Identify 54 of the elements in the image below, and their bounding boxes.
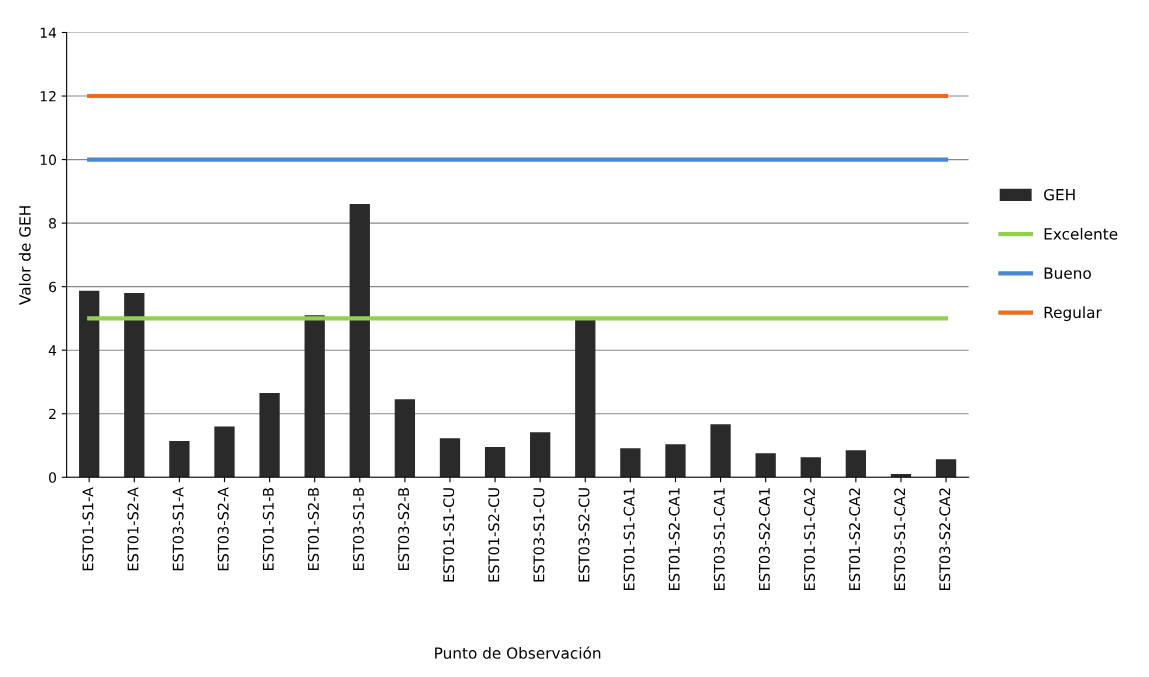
x-tick-label: EST03-S2-CA2: [939, 488, 951, 591]
x-tick-label: EST03-S1-B: [352, 488, 365, 571]
bar: [214, 426, 235, 478]
bar: [169, 441, 190, 478]
y-tick-label: 14: [40, 27, 57, 38]
bar: [259, 393, 280, 478]
y-tick-label: 12: [40, 91, 56, 102]
x-tick-label: EST01-S1-CA2: [803, 488, 815, 591]
legend-label: Excelente: [1044, 227, 1118, 240]
x-tick-label: EST01-S1-CA1: [623, 488, 635, 591]
y-tick-label: 4: [48, 345, 57, 356]
bar: [124, 293, 145, 478]
y-tick-label: 8: [49, 218, 56, 229]
bar: [800, 457, 821, 478]
bar: [575, 320, 596, 478]
bar: [755, 453, 776, 478]
x-tick-label: EST03-S2-A: [217, 487, 229, 571]
x-tick-label: EST01-S2-CA1: [668, 488, 680, 591]
bar: [890, 474, 912, 478]
bar: [665, 444, 686, 478]
x-tick-label: EST01-S2-CU: [488, 488, 500, 582]
x-tick-label: EST03-S2-B: [398, 488, 410, 571]
bar: [620, 448, 641, 478]
legend-label: Regular: [1044, 306, 1102, 322]
x-axis-title: Punto de Observación: [435, 646, 601, 659]
x-tick-label: EST03-S2-CU: [578, 488, 590, 582]
y-tick-label: 2: [49, 408, 56, 420]
bar: [394, 399, 416, 478]
x-tick-label: EST01-S1-A: [82, 487, 94, 571]
legend-label: Bueno: [1044, 267, 1091, 279]
x-tick-label: EST01-S1-CU: [443, 488, 455, 582]
x-tick-label: EST01-S2-B: [307, 488, 319, 571]
bar: [79, 290, 100, 478]
bar: [530, 432, 551, 478]
x-tick-label: EST03-S1-CA1: [713, 488, 725, 591]
y-axis-title: Valor de GEH: [18, 206, 31, 305]
x-tick-label: EST03-S1-CA2: [894, 488, 906, 591]
legend-label: GEH: [1044, 188, 1075, 201]
x-tick-label: EST01-S2-A: [127, 487, 139, 571]
x-tick-label: EST03-S1-CU: [533, 488, 545, 582]
bar: [349, 204, 370, 478]
x-tick-label: EST01-S1-B: [262, 488, 274, 571]
y-tick-label: 0: [49, 472, 56, 483]
bar: [935, 459, 957, 478]
x-tick-label: EST03-S1-A: [172, 487, 184, 571]
bar: [710, 424, 731, 478]
bar: [304, 315, 325, 478]
bar: [484, 447, 506, 478]
y-tick-label: 10: [40, 154, 56, 166]
bar: [845, 450, 867, 478]
bar: [439, 438, 461, 478]
x-tick-label: EST01-S2-CA2: [849, 488, 861, 591]
x-tick-label: EST03-S2-CA1: [758, 488, 770, 591]
y-tick-label: 6: [49, 281, 57, 293]
